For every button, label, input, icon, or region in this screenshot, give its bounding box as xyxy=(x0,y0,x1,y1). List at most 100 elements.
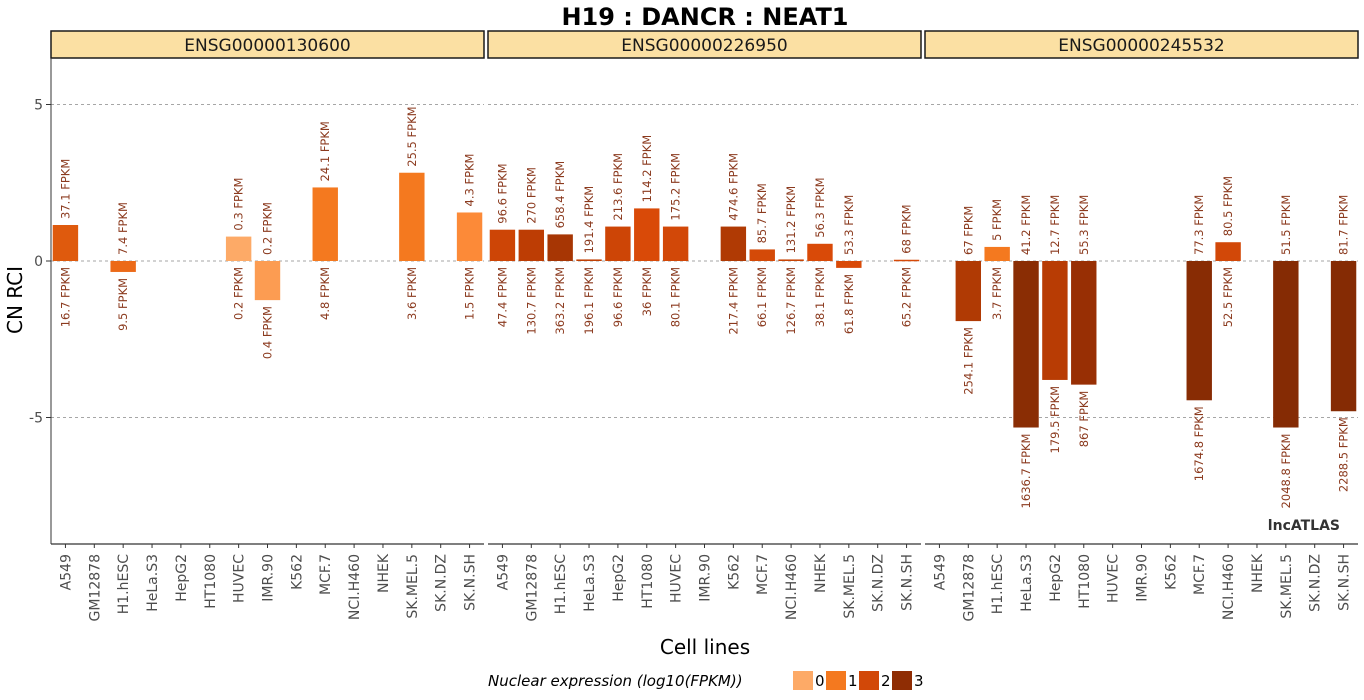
bar-label-below: 66.1 FPKM xyxy=(755,267,769,327)
bar-label-below: 61.8 FPKM xyxy=(842,274,856,334)
bar-label-below: 52.5 FPKM xyxy=(1221,267,1235,327)
bar xyxy=(312,187,338,261)
x-tick-label: SK.N.SH xyxy=(900,554,916,611)
bar-label-below: 65.2 FPKM xyxy=(900,267,914,327)
facet-strip-label: ENSG00000226950 xyxy=(621,36,787,56)
bar-label-below: 36 FPKM xyxy=(640,267,654,316)
legend: Nuclear expression (log10(FPKM)) 0 1 2 3 xyxy=(488,671,924,690)
bar xyxy=(1013,261,1039,428)
bar-label-below: 3.7 FPKM xyxy=(990,267,1004,320)
x-tick-label: MCF.7 xyxy=(318,554,334,595)
facet-panel: ENSG00000226950 A549 GM12878 H1.hESC HeLa.S3… xyxy=(487,30,922,621)
x-tick-label: HeLa.S3 xyxy=(1019,554,1035,612)
bar-label-above: 12.7 FPKM xyxy=(1048,195,1062,255)
x-tick-label: SK.MEL.5 xyxy=(405,554,421,619)
x-tick-label: HepG2 xyxy=(611,554,627,602)
x-tick-label: A549 xyxy=(58,554,74,590)
lncatlas-watermark: lncATLAS xyxy=(1268,518,1340,534)
x-tick-label: K562 xyxy=(726,554,742,590)
bar xyxy=(778,259,804,261)
bar xyxy=(720,226,747,261)
facet-strip xyxy=(487,30,922,59)
bar xyxy=(576,259,602,261)
bar-label-below: 4.8 FPKM xyxy=(318,267,332,320)
bar-label-above: 5 FPKM xyxy=(990,199,1004,241)
x-tick-label: SK.N.DZ xyxy=(434,554,450,612)
x-tick-label: SK.N.SH xyxy=(1337,554,1353,611)
x-tick-label: NCI.H460 xyxy=(347,554,363,620)
x-tick-label: NHEK xyxy=(1250,553,1266,593)
bar-label-below: 130.7 FPKM xyxy=(524,267,538,335)
facet-strip-label: ENSG00000130600 xyxy=(184,36,350,56)
bar-label-above: 114.2 FPKM xyxy=(640,135,654,203)
bar-label-above: 53.3 FPKM xyxy=(842,195,856,255)
bar-label-above: 7.4 FPKM xyxy=(116,202,130,255)
bar-label-below: 126.7 FPKM xyxy=(784,267,798,335)
bar xyxy=(1273,261,1299,428)
bar xyxy=(662,226,689,261)
bar-label-below: 9.5 FPKM xyxy=(116,278,130,331)
x-tick-label: GM12878 xyxy=(524,554,540,621)
legend-swatch xyxy=(826,671,846,690)
x-tick-label: NCI.H460 xyxy=(784,554,800,620)
bar xyxy=(456,212,483,261)
bar-label-below: 1674.8 FPKM xyxy=(1192,406,1206,481)
bar-label-above: 51.5 FPKM xyxy=(1279,195,1293,255)
x-tick-label: A549 xyxy=(495,554,511,590)
legend-label: 2 xyxy=(881,672,891,690)
x-tick-label: HT1080 xyxy=(640,554,656,609)
x-tick-label: HeLa.S3 xyxy=(145,554,161,612)
bar xyxy=(1330,261,1357,412)
bar-label-below: 47.4 FPKM xyxy=(495,267,509,327)
legend-title: Nuclear expression (log10(FPKM)) xyxy=(488,672,743,690)
bar xyxy=(1071,261,1097,385)
legend-label: 0 xyxy=(815,672,825,690)
bar-label-above: 191.4 FPKM xyxy=(582,186,596,254)
x-tick-label: HepG2 xyxy=(174,554,190,602)
x-tick-label: SK.MEL.5 xyxy=(842,554,858,619)
legend-label: 1 xyxy=(848,672,858,690)
facet-panels: ENSG00000130600 A549 GM12878 H1.hESC HeLa.S3… xyxy=(50,30,1359,621)
x-tick-label: H1.hESC xyxy=(116,554,132,614)
y-axis-title: CN RCI xyxy=(3,266,27,334)
bar-label-above: 80.5 FPKM xyxy=(1221,176,1235,236)
bar xyxy=(225,236,252,261)
bar xyxy=(984,246,1010,261)
bar xyxy=(399,172,425,261)
bar-label-above: 41.2 FPKM xyxy=(1019,195,1033,255)
bar-label-below: 2288.5 FPKM xyxy=(1337,417,1351,492)
x-tick-label: IMR.90 xyxy=(1135,554,1151,602)
x-tick-label: NCI.H460 xyxy=(1221,554,1237,620)
bar xyxy=(807,243,833,261)
bar-label-above: 67 FPKM xyxy=(961,206,975,255)
legend-label: 3 xyxy=(914,672,924,690)
bar-label-above: 81.7 FPKM xyxy=(1337,195,1351,255)
bar xyxy=(1042,261,1068,380)
bar-label-above: 0.3 FPKM xyxy=(232,178,246,231)
bar-label-above: 96.6 FPKM xyxy=(495,163,509,223)
bar-label-above: 68 FPKM xyxy=(900,204,914,253)
y-tick-label: 0 xyxy=(34,254,43,270)
bar-label-below: 867 FPKM xyxy=(1077,391,1091,448)
bar-label-below: 1.5 FPKM xyxy=(463,267,477,320)
x-tick-label: GM12878 xyxy=(961,554,977,621)
bar xyxy=(110,261,136,272)
facet-strip xyxy=(50,30,485,59)
bar-label-below: 1636.7 FPKM xyxy=(1019,434,1033,509)
bar-label-below: 179.5 FPKM xyxy=(1048,386,1062,454)
y-axis: -5 0 5 xyxy=(29,58,52,544)
bar-label-below: 0.4 FPKM xyxy=(261,306,275,359)
x-tick-label: IMR.90 xyxy=(698,554,714,602)
bar-label-above: 175.2 FPKM xyxy=(669,153,683,221)
x-tick-label: A549 xyxy=(932,554,948,590)
bar xyxy=(893,259,920,262)
x-tick-label: SK.N.DZ xyxy=(1308,554,1324,612)
bar xyxy=(955,261,982,322)
bar-label-below: 217.4 FPKM xyxy=(726,267,740,335)
facet-panel: ENSG00000245532 A549 GM12878 H1.hESC HeLa.S3… xyxy=(924,30,1359,621)
x-tick-label: GM12878 xyxy=(87,554,103,621)
chart-title: H19 : DANCR : NEAT1 xyxy=(561,3,848,31)
x-tick-label: H1.hESC xyxy=(990,554,1006,614)
bar-label-above: 77.3 FPKM xyxy=(1192,195,1206,255)
